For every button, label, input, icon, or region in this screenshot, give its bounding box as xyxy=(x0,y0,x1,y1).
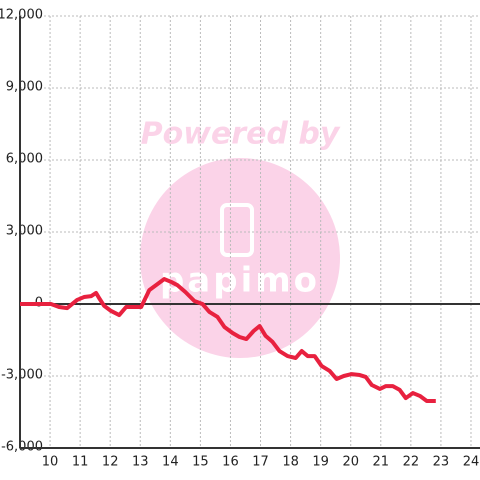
x-tick-label: 21 xyxy=(373,455,390,470)
logo-text: papimo xyxy=(160,261,320,301)
y-tick-label: 6,000 xyxy=(6,152,43,167)
logo-icon xyxy=(220,203,254,257)
x-tick-label: 20 xyxy=(342,455,359,470)
data-line xyxy=(20,277,436,403)
x-tick-label: 16 xyxy=(222,455,239,470)
x-tick-label: 14 xyxy=(162,455,179,470)
x-tick-label: 18 xyxy=(282,455,299,470)
y-tick-label: -3,000 xyxy=(1,368,43,383)
x-tick-label: 13 xyxy=(132,455,149,470)
x-tick-label: 23 xyxy=(433,455,450,470)
y-tick-label: 9,000 xyxy=(6,80,43,95)
x-tick-label: 12 xyxy=(102,455,119,470)
x-tick-label: 24 xyxy=(463,455,480,470)
x-tick-label: 15 xyxy=(192,455,209,470)
x-tick-label: 17 xyxy=(252,455,269,470)
y-tick-label: 12,000 xyxy=(0,8,43,23)
x-tick-label: 10 xyxy=(42,455,59,470)
x-tick-label: 11 xyxy=(72,455,89,470)
x-tick-label: 19 xyxy=(312,455,329,470)
watermark-text: Powered by xyxy=(141,117,341,152)
x-tick-label: 22 xyxy=(403,455,420,470)
watermark-circle xyxy=(140,158,340,358)
y-tick-label: 3,000 xyxy=(6,224,43,239)
